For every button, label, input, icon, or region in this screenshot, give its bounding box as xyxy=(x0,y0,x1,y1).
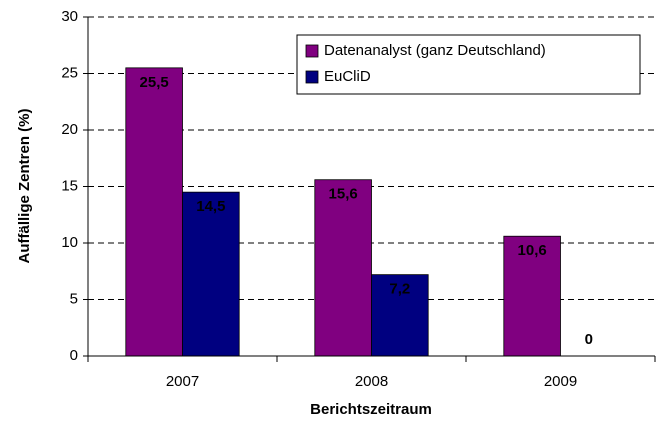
x-axis-label: Berichtszeitraum xyxy=(310,401,432,418)
x-tick-label: 2007 xyxy=(166,373,199,390)
y-tick-label: 25 xyxy=(61,64,78,81)
x-tick-label: 2008 xyxy=(355,373,388,390)
value-label: 15,6 xyxy=(329,186,358,203)
bar xyxy=(314,179,372,357)
x-tick-label: 2009 xyxy=(544,373,577,390)
y-tick-label: 30 xyxy=(61,8,78,25)
legend-box xyxy=(296,34,641,95)
bar xyxy=(371,274,429,357)
legend-swatch xyxy=(305,70,319,84)
bar xyxy=(125,67,183,357)
value-label: 7,2 xyxy=(389,281,410,298)
y-tick-label: 0 xyxy=(70,347,78,364)
bar xyxy=(182,191,240,357)
y-tick-label: 15 xyxy=(61,177,78,194)
y-axis-label: Auffällige Zentren (%) xyxy=(16,108,33,263)
y-tick-label: 20 xyxy=(61,121,78,138)
legend-label: Datenanalyst (ganz Deutschland) xyxy=(324,42,546,59)
value-label: 14,5 xyxy=(196,198,225,215)
y-tick-label: 10 xyxy=(61,234,78,251)
legend-swatch xyxy=(305,44,319,58)
legend-label: EuCliD xyxy=(324,68,371,85)
y-tick-label: 5 xyxy=(70,290,78,307)
value-label: 0 xyxy=(585,331,593,348)
value-label: 25,5 xyxy=(140,74,169,91)
value-label: 10,6 xyxy=(518,242,547,259)
